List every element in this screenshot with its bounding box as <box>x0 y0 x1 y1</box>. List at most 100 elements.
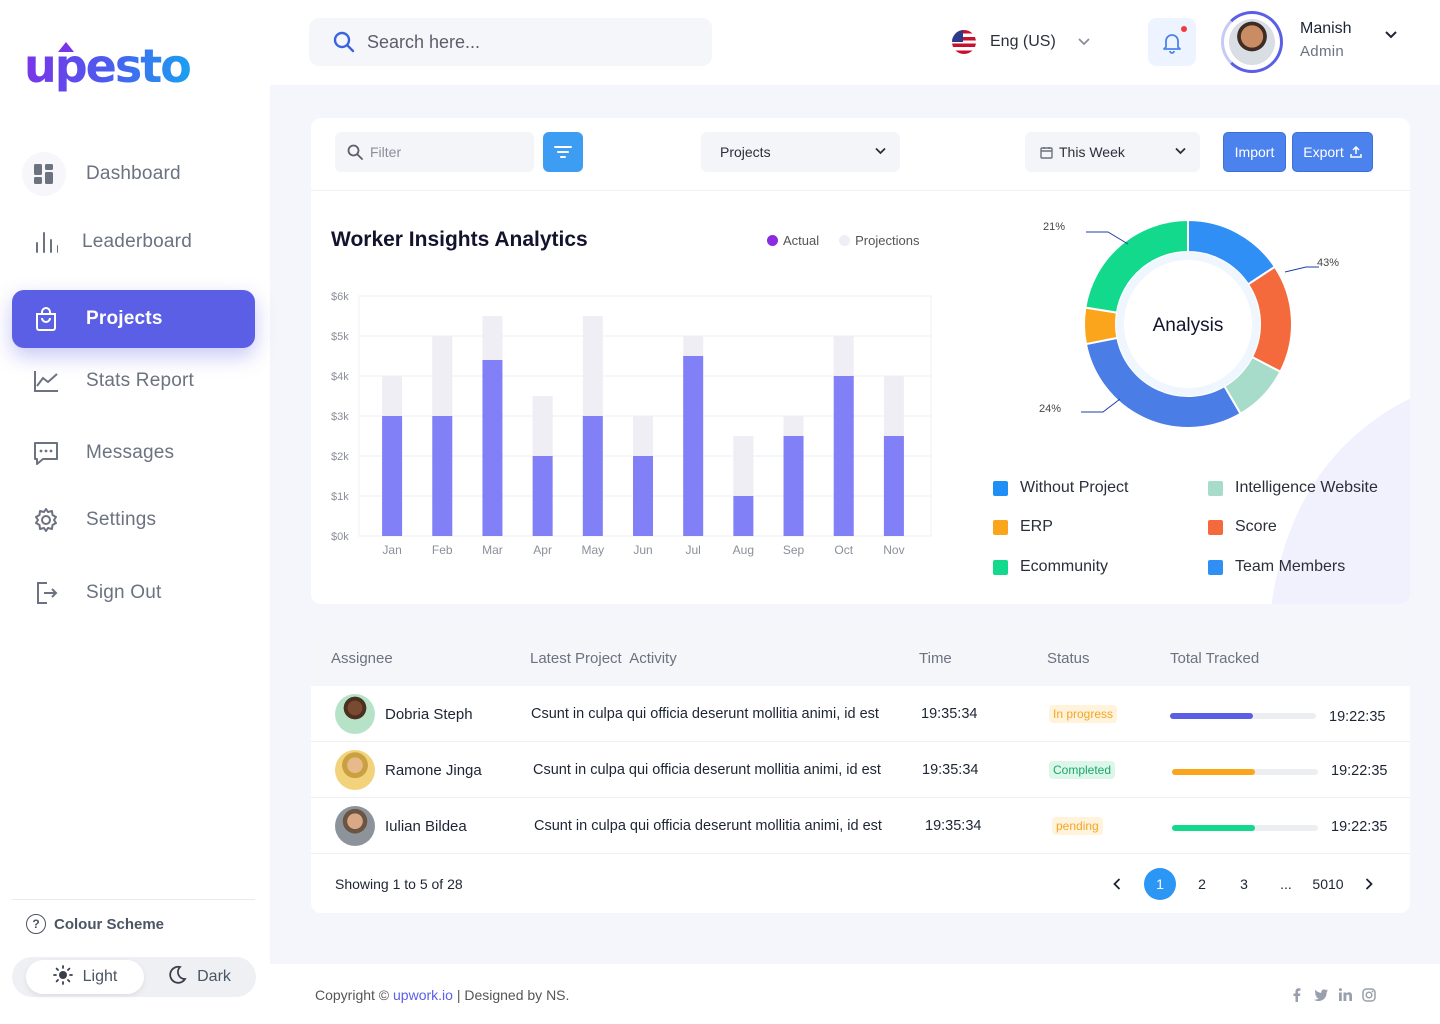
time-value: 19:35:34 <box>922 762 979 778</box>
notification-dot <box>1181 26 1187 32</box>
sidebar-item-label: Sign Out <box>86 582 162 603</box>
import-button[interactable]: Import <box>1223 132 1286 172</box>
assignee-name: Iulian Bildea <box>385 818 467 835</box>
sidebar-item-stats-report[interactable]: Stats Report <box>12 352 255 410</box>
analytics-card: Projects This Week Import Export Worker … <box>311 118 1410 604</box>
project-select[interactable]: Projects <box>701 132 900 172</box>
sidebar-divider <box>12 899 255 900</box>
search-input[interactable] <box>367 31 687 53</box>
activity-text: Csunt in culpa qui officia deserunt moll… <box>534 818 882 834</box>
bar-chart-legend: Actual Projections <box>767 233 919 248</box>
sidebar-item-leaderboard[interactable]: Leaderboard <box>12 213 255 271</box>
notifications-button[interactable] <box>1148 18 1196 66</box>
y-tick-label: $6k <box>331 291 349 303</box>
sidebar-item-sign-out[interactable]: Sign Out <box>12 564 255 622</box>
user-name: Manish <box>1300 20 1352 37</box>
period-select[interactable]: This Week <box>1025 132 1200 172</box>
twitter-icon[interactable] <box>1314 988 1328 1005</box>
help-icon: ? <box>26 914 46 934</box>
legend-swatch <box>1208 480 1223 496</box>
us-flag-icon <box>952 30 976 54</box>
bar-actual <box>432 416 453 536</box>
user-menu-chevron-icon[interactable] <box>1384 30 1398 40</box>
x-tick-label: May <box>581 543 604 557</box>
avatar <box>335 806 375 846</box>
gear-icon <box>32 506 60 534</box>
page-2-button[interactable]: 2 <box>1198 876 1206 892</box>
moon-icon <box>167 965 187 990</box>
filter-lines-icon <box>554 146 572 158</box>
x-tick-label: Sep <box>783 543 805 557</box>
legend-swatch <box>993 480 1008 496</box>
language-selector[interactable]: Eng (US) <box>952 30 1090 54</box>
analysis-donut-chart: Analysis 21% 43% 24% <box>1039 218 1339 429</box>
chevron-down-icon <box>1078 38 1090 46</box>
table-row[interactable]: Ramone Jinga Csunt in culpa qui officia … <box>311 742 1410 798</box>
legend-swatch <box>993 559 1008 575</box>
status-badge: In progress <box>1049 705 1118 723</box>
annotation-leader <box>1081 398 1121 413</box>
analytics-toolbar: Projects This Week Import Export <box>311 118 1410 191</box>
legend-label-projections: Projections <box>855 233 920 248</box>
line-chart-icon <box>32 367 60 395</box>
assignee-name: Dobria Steph <box>385 706 473 723</box>
filter-input[interactable] <box>370 144 520 160</box>
annotation-leader <box>1086 231 1129 245</box>
progress-fill <box>1172 825 1256 831</box>
top-header: Eng (US) Manish Admin <box>270 0 1440 85</box>
legend-label: Ecommunity <box>1020 558 1109 575</box>
brand-logo[interactable]: upesto <box>22 34 212 109</box>
sidebar-item-settings[interactable]: Settings <box>12 491 255 549</box>
instagram-icon[interactable] <box>1362 988 1376 1005</box>
legend-label: ERP <box>1020 518 1053 535</box>
avatar <box>335 750 375 790</box>
legend-label: Without Project <box>1020 479 1129 496</box>
sidebar-item-label: Settings <box>86 509 157 530</box>
sidebar-item-messages[interactable]: Messages <box>12 424 255 482</box>
sidebar-item-projects[interactable]: Projects <box>12 290 255 348</box>
x-tick-label: Oct <box>834 543 853 557</box>
footer-link[interactable]: upwork.io <box>393 987 453 1003</box>
theme-dark-option[interactable]: Dark <box>140 960 258 994</box>
page-3-button[interactable]: 3 <box>1240 876 1248 892</box>
legend-dot-projections <box>839 235 851 246</box>
filter-button[interactable] <box>543 132 583 172</box>
user-avatar[interactable] <box>1221 11 1283 73</box>
page-1-button[interactable]: 1 <box>1144 868 1176 900</box>
chevron-left-icon <box>1113 878 1121 890</box>
page-5010-button[interactable]: 5010 <box>1312 876 1344 892</box>
y-tick-label: $1k <box>331 491 349 503</box>
table-row[interactable]: Iulian Bildea Csunt in culpa qui officia… <box>311 798 1410 854</box>
copyright-suffix: | Designed by NS. <box>456 987 570 1003</box>
pagination-summary: Showing 1 to 5 of 28 <box>335 876 463 892</box>
annotation-label: 24% <box>1039 403 1061 415</box>
upload-icon <box>1349 146 1362 158</box>
activity-text: Csunt in culpa qui officia deserunt moll… <box>531 706 879 722</box>
y-tick-label: $4k <box>331 371 349 383</box>
prev-page-button[interactable] <box>1109 868 1125 900</box>
calendar-icon <box>1040 146 1053 159</box>
y-tick-label: $0k <box>331 531 349 543</box>
linkedin-icon[interactable] <box>1338 988 1352 1005</box>
tracked-value: 19:22:35 <box>1329 709 1386 725</box>
table-row[interactable]: Dobria Steph Csunt in culpa qui officia … <box>311 686 1410 742</box>
bar-actual <box>532 456 553 536</box>
progress-bar <box>1172 825 1318 831</box>
theme-light-option[interactable]: Light <box>26 960 144 994</box>
facebook-icon[interactable] <box>1290 988 1304 1005</box>
bar-actual <box>883 436 904 536</box>
time-value: 19:35:34 <box>925 818 982 834</box>
col-time: Time <box>919 650 952 667</box>
status-badge: Completed <box>1049 761 1116 779</box>
dashboard-icon <box>22 152 66 196</box>
y-tick-label: $5k <box>331 331 349 343</box>
next-page-button[interactable] <box>1361 868 1377 900</box>
sidebar-item-dashboard[interactable]: Dashboard <box>12 145 255 203</box>
export-button[interactable]: Export <box>1292 132 1373 172</box>
annotation-label: 21% <box>1043 221 1065 233</box>
annotation-label: 43% <box>1317 257 1339 269</box>
bar-actual <box>833 376 854 536</box>
col-activity: Latest Project Activity <box>530 650 677 667</box>
x-tick-label: Jan <box>382 543 401 557</box>
bar-actual <box>783 436 804 536</box>
